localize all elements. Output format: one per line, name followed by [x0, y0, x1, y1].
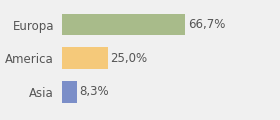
Text: 8,3%: 8,3%	[80, 85, 109, 98]
Text: 66,7%: 66,7%	[188, 18, 225, 31]
Bar	[62, 14, 185, 36]
Text: 25,0%: 25,0%	[111, 52, 148, 65]
Bar	[62, 81, 77, 103]
Bar	[62, 47, 108, 69]
